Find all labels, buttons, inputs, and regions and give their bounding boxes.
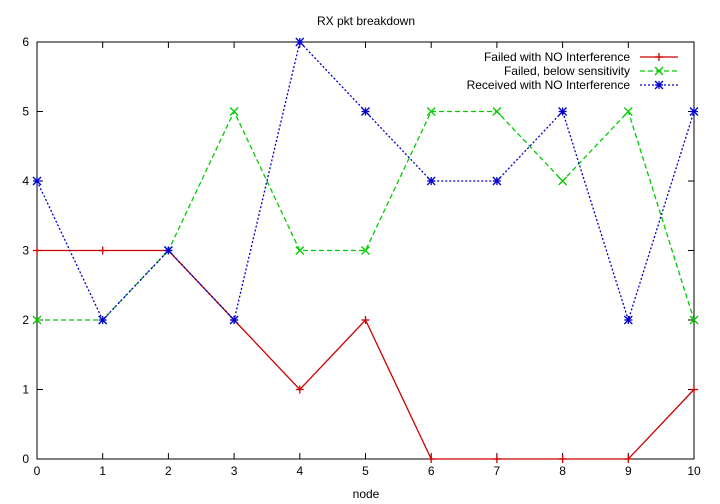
series-3-point (623, 315, 633, 325)
y-tick-label: 4 (22, 174, 29, 188)
x-tick-label: 5 (362, 464, 369, 478)
series-3-point (229, 315, 239, 325)
legend-label: Failed with NO Interference (484, 50, 630, 64)
series-3-point (32, 176, 42, 186)
legend-item: Failed with NO Interference (484, 50, 678, 64)
series-2-point (426, 107, 436, 116)
axis-tick-labels: 0 1 2 3 4 5 6 7 8 9 10 0 1 2 3 4 5 6 (22, 35, 701, 478)
legend-item: Failed, below sensitivity (504, 64, 678, 78)
legend-item: Received with NO Interference (467, 78, 678, 92)
series-markers (32, 37, 699, 463)
series-1-point (558, 455, 567, 463)
y-tick-label: 0 (22, 452, 29, 466)
series-1-point (361, 316, 370, 324)
x-axis-label: node (353, 487, 380, 501)
series-1-point (427, 455, 436, 463)
y-tick-label: 6 (22, 35, 29, 49)
y-tick-label: 1 (22, 383, 29, 397)
series-2-point (558, 176, 568, 186)
legend-marker-sample (654, 80, 664, 90)
x-tick-label: 8 (559, 464, 566, 478)
series-line-3 (36, 40, 695, 323)
series-1-point (690, 385, 698, 394)
series-line-1 (37, 249, 695, 460)
series-2-point (32, 315, 42, 325)
series-1-point (33, 246, 41, 255)
x-tick-label: 10 (687, 464, 701, 478)
series-3-point (163, 246, 173, 255)
x-tick-label: 2 (165, 464, 172, 478)
series-3-point (98, 315, 108, 325)
x-tick-label: 6 (428, 464, 435, 478)
x-tick-label: 9 (625, 464, 632, 478)
series-3-point (492, 176, 502, 186)
series-3-point (558, 107, 568, 116)
series-3-point (361, 107, 370, 116)
x-tick-label: 3 (231, 464, 238, 478)
x-tick-label: 0 (34, 464, 41, 478)
chart-title: RX pkt breakdown (317, 14, 415, 28)
series-1-point (624, 455, 633, 463)
series-1-point (492, 455, 501, 463)
y-tick-label: 3 (22, 244, 29, 258)
legend-label: Failed, below sensitivity (504, 64, 630, 78)
series-1-point (295, 385, 304, 394)
legend-marker-sample (655, 53, 663, 61)
y-tick-label: 5 (22, 105, 29, 119)
legend-marker-sample (654, 66, 664, 76)
series-2-point (492, 107, 502, 116)
series-2-point (295, 246, 305, 255)
series-3-point (426, 176, 436, 186)
series-3-point (689, 107, 699, 116)
series-2-point (361, 246, 370, 255)
legend-label: Received with NO Interference (467, 78, 631, 92)
series-2-point (623, 107, 633, 116)
series-1-point (98, 246, 107, 255)
series-3-point (295, 37, 305, 47)
x-tick-label: 1 (99, 464, 106, 478)
series-2-point (689, 315, 699, 325)
series-2-point (229, 107, 239, 116)
x-tick-label: 4 (296, 464, 303, 478)
x-tick-label: 7 (494, 464, 501, 478)
y-tick-label: 2 (22, 313, 29, 327)
